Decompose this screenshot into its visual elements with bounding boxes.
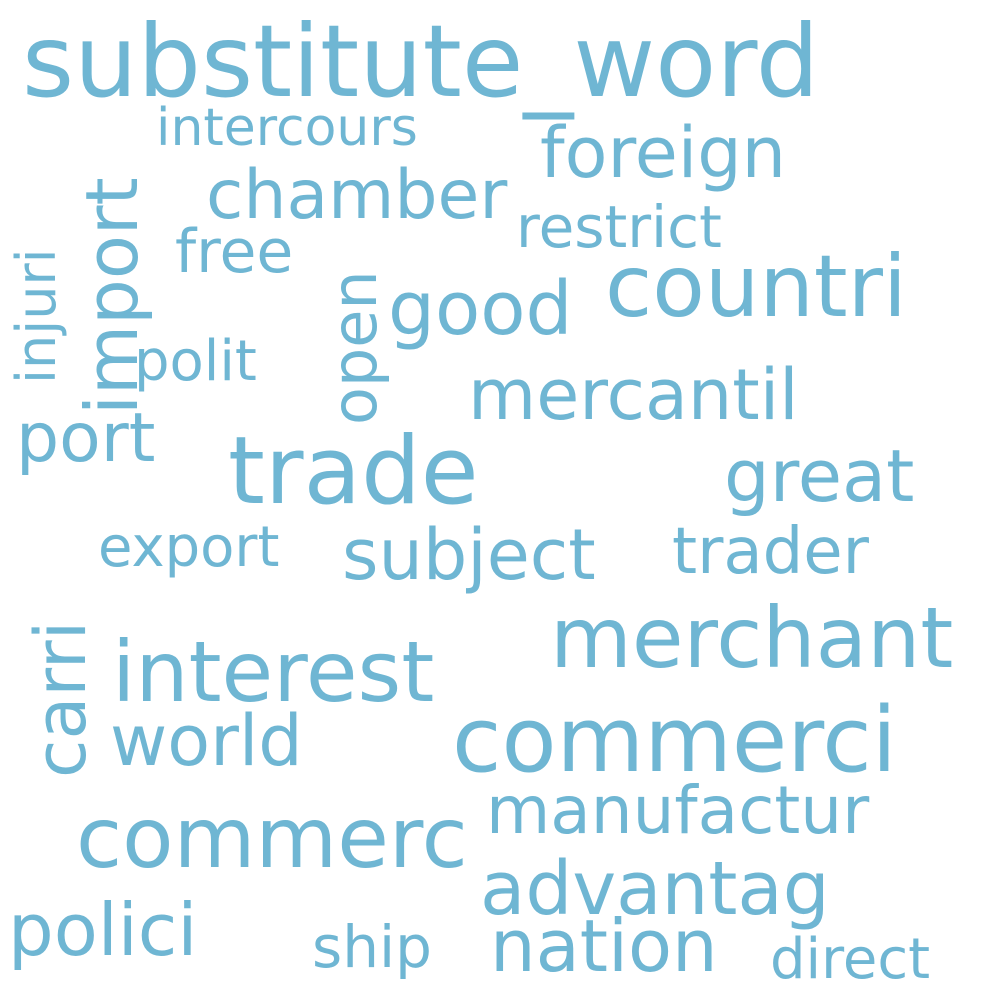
word-carri: carri: [20, 620, 102, 778]
word-commerc: commerc: [76, 789, 468, 887]
word-substitute_word: substitute_word: [22, 3, 820, 120]
word-foreign: foreign: [540, 112, 787, 194]
word-interest: interest: [112, 623, 435, 721]
word-open: open: [318, 270, 391, 425]
word-nation: nation: [490, 904, 718, 988]
word-trader: trader: [672, 515, 869, 589]
word-injuri: injuri: [5, 248, 68, 384]
word-polici: polici: [8, 888, 198, 972]
word-commerci: commerci: [452, 688, 897, 793]
word-advantag: advantag: [480, 846, 830, 932]
word-polit: polit: [134, 329, 257, 394]
word-export: export: [98, 515, 280, 580]
word-world: world: [110, 700, 303, 782]
word-merchant: merchant: [550, 589, 954, 687]
word-great: great: [724, 434, 915, 518]
word-chamber: chamber: [206, 156, 508, 235]
word-port: port: [16, 399, 156, 478]
word-ship: ship: [312, 913, 432, 981]
word-subject: subject: [342, 514, 596, 596]
word-countri: countri: [605, 237, 907, 337]
word-mercantil: mercantil: [468, 354, 799, 436]
word-manufactur: manufactur: [486, 772, 870, 849]
word-free: free: [175, 217, 294, 287]
word-intercours: intercours: [156, 98, 418, 158]
word-good: good: [388, 266, 573, 352]
word-trade: trade: [228, 417, 479, 526]
word-restrict: restrict: [516, 193, 722, 261]
word-direct: direct: [770, 927, 931, 992]
